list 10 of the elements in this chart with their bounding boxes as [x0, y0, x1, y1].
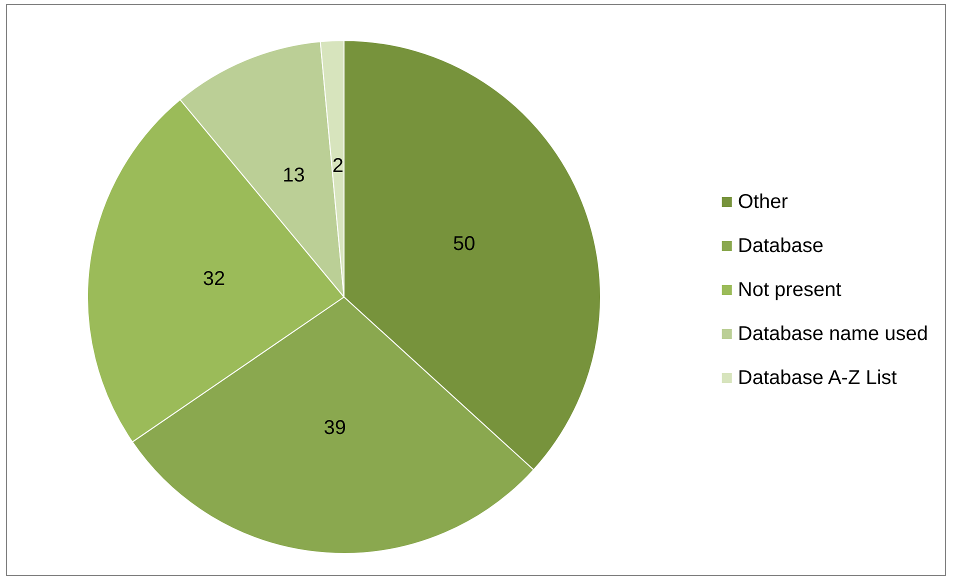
legend-label: Other	[738, 191, 788, 213]
data-label: 39	[324, 416, 346, 439]
legend-label: Database	[738, 235, 824, 257]
data-label: 2	[332, 154, 344, 177]
data-label: 13	[282, 164, 305, 187]
legend-label: Database A-Z List	[738, 367, 898, 389]
data-label: 50	[452, 232, 476, 255]
legend-label: Not present	[738, 279, 842, 301]
data-label: 32	[202, 268, 226, 290]
legend-label: Database name used	[738, 323, 928, 345]
